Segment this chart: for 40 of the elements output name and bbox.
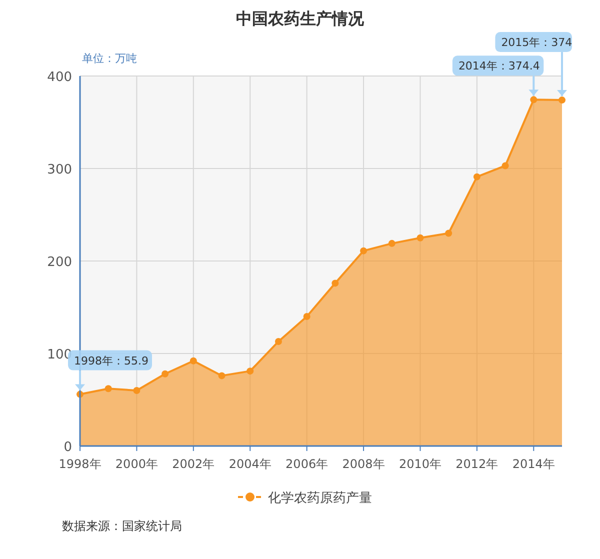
point [416, 234, 424, 242]
y-tick-label: 200 [47, 255, 72, 270]
note: 1998年：55.9 [68, 350, 152, 390]
point [162, 370, 169, 378]
point [530, 96, 538, 104]
chart-title: 中国农药生产情况 [236, 9, 365, 28]
x-tick-label: 2014年 [512, 457, 555, 471]
y-tick-label: 400 [47, 70, 72, 85]
x-tick-label: 2004年 [228, 457, 272, 471]
y-tick-label: 300 [47, 162, 72, 178]
x-tick-label: 2012年 [456, 457, 498, 471]
point [190, 357, 197, 364]
legend: 化学农药原药产量 [238, 491, 372, 506]
note: 2014年：374.4 [452, 56, 544, 96]
point [104, 385, 112, 392]
point [502, 162, 509, 170]
y-tick-label: 0 [64, 440, 72, 455]
x-tick-label: 2000年 [115, 457, 158, 471]
x-tick-label: 1998年 [58, 457, 102, 471]
source-note: 数据来源：国家统计局 [62, 519, 182, 533]
point [133, 387, 140, 394]
point [473, 173, 480, 180]
annotation: 2014年：374.4 [458, 60, 540, 73]
annotation: 2015年：374 [501, 36, 572, 50]
point [246, 368, 254, 375]
x-tick-label: 2006年 [286, 457, 328, 471]
point [360, 247, 368, 254]
point [274, 338, 282, 345]
point [332, 280, 339, 287]
x-tick-label: 2002年 [172, 457, 215, 471]
point [445, 230, 452, 237]
point [388, 240, 396, 247]
point [218, 372, 226, 380]
legend-label: 化学农药原药产量 [268, 491, 372, 506]
y-axis-title: 单位：万吨 [82, 52, 137, 65]
point [303, 313, 310, 320]
point [558, 96, 566, 104]
annotation: 1998年：55.9 [74, 354, 148, 368]
x-tick-label: 2010年 [398, 457, 442, 471]
x-tick-label: 2008年 [342, 457, 385, 471]
